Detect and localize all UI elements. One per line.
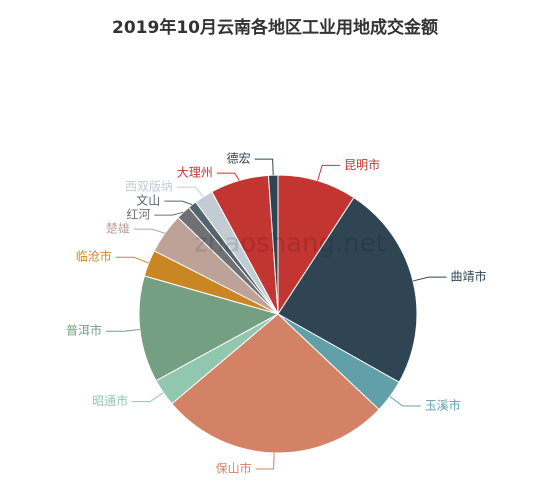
watermark: zhaoshang.net	[194, 229, 386, 259]
slice-label: 保山市	[216, 460, 252, 475]
leader-line	[132, 392, 164, 403]
pie-slice	[277, 174, 355, 316]
leader-line	[177, 186, 204, 197]
leader-line	[255, 452, 275, 470]
chart-title: 2019年10月云南各地区工业用地成交金额	[112, 17, 438, 38]
slice-label: 普洱市	[66, 323, 102, 338]
slice-label: 昭通市	[92, 393, 128, 408]
slice-label: 红河	[126, 207, 150, 222]
slice-label: 临沧市	[76, 249, 112, 264]
slice-label: 西双版纳	[125, 180, 173, 194]
leader-line	[133, 228, 166, 234]
leader-line	[154, 211, 184, 216]
leader-line	[105, 328, 140, 332]
slice-label: 曲靖市	[451, 269, 487, 284]
leader-line	[317, 164, 341, 181]
leader-line	[216, 172, 240, 181]
leader-line	[412, 276, 447, 282]
leader-line	[164, 200, 193, 206]
slice-label: 玉溪市	[425, 398, 461, 413]
slice-label: 德宏	[227, 151, 251, 166]
slice-label: 大理州	[177, 166, 213, 180]
slice-label: 昆明市	[344, 157, 380, 172]
leader-line	[389, 396, 421, 407]
leader-line	[254, 158, 274, 176]
slice-label: 文山	[136, 193, 160, 208]
slice-label: 楚雄	[106, 221, 130, 236]
leader-line	[115, 256, 149, 264]
